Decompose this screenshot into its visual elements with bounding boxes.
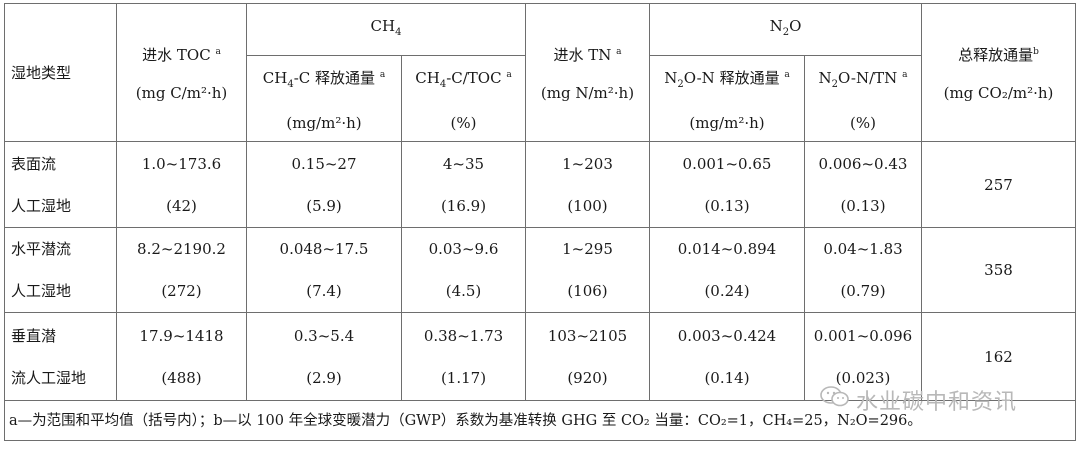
header-ch4c-flux: CH4-C 释放通量 a (mg/m²·h) (246, 55, 402, 142)
table-row: 水平潜流 人工湿地 8.2~2190.2 (272) 0.048~17.5 (7.4)… (4, 227, 1076, 313)
cell-tn: 103~2105 (920) (525, 312, 650, 401)
cell-tn: 1~295 (106) (525, 227, 650, 313)
table-footnote: a—为范围和平均值（括号内）；b—以 100 年全球变暖潜力（GWP）系数为基准… (4, 400, 1076, 441)
row-wetland-type: 表面流 人工湿地 (4, 141, 117, 228)
cell-toc: 17.9~1418 (488) (116, 312, 247, 401)
header-n2on-flux: N2O-N 释放通量 a (mg/m²·h) (649, 55, 805, 142)
header-tn-in: 进水 TN a (mg N/m²·h) (525, 3, 650, 142)
cell-ch4-ratio: 0.38~1.73 (1.17) (401, 312, 526, 401)
cell-tn: 1~203 (100) (525, 141, 650, 228)
wetland-emission-table: 湿地类型 进水 TOC a (mg C/m²·h) CH4 进水 TN a (mg … (4, 3, 1076, 441)
wechat-icon (820, 385, 856, 415)
watermark: 水业碳中和资讯 (820, 384, 1017, 416)
table-row: 垂直潜 流人工湿地 17.9~1418 (488) 0.3~5.4 (2.9) 0.3… (4, 312, 1076, 401)
header-ch4c-toc: CH4-C/TOC a (%) (401, 55, 526, 142)
cell-total: 257 (921, 141, 1076, 228)
cell-ch4-ratio: 4~35 (16.9) (401, 141, 526, 228)
cell-ch4-ratio: 0.03~9.6 (4.5) (401, 227, 526, 313)
cell-ch4-flux: 0.15~27 (5.9) (246, 141, 402, 228)
cell-n2o-flux: 0.003~0.424 (0.14) (649, 312, 805, 401)
header-n2on-tn: N2O-N/TN a (%) (804, 55, 922, 142)
cell-ch4-flux: 0.3~5.4 (2.9) (246, 312, 402, 401)
header-total-flux: 总释放通量b (mg CO₂/m²·h) (921, 3, 1076, 142)
header-wetland-type: 湿地类型 (4, 3, 117, 142)
header-n2o-group: N2O (649, 3, 922, 56)
cell-toc: 1.0~173.6 (42) (116, 141, 247, 228)
cell-total: 358 (921, 227, 1076, 313)
table-row: 表面流 人工湿地 1.0~173.6 (42) 0.15~27 (5.9) 4~35(… (4, 141, 1076, 228)
row-wetland-type: 水平潜流 人工湿地 (4, 227, 117, 313)
cell-n2o-ratio: 0.006~0.43 (0.13) (804, 141, 922, 228)
cell-ch4-flux: 0.048~17.5 (7.4) (246, 227, 402, 313)
header-toc-in: 进水 TOC a (mg C/m²·h) (116, 3, 247, 142)
cell-n2o-ratio: 0.04~1.83 (0.79) (804, 227, 922, 313)
cell-total: 162 (921, 312, 1076, 401)
cell-toc: 8.2~2190.2 (272) (116, 227, 247, 313)
cell-n2o-flux: 0.001~0.65 (0.13) (649, 141, 805, 228)
cell-n2o-flux: 0.014~0.894 (0.24) (649, 227, 805, 313)
header-ch4-group: CH4 (246, 3, 526, 56)
row-wetland-type: 垂直潜 流人工湿地 (4, 312, 117, 401)
